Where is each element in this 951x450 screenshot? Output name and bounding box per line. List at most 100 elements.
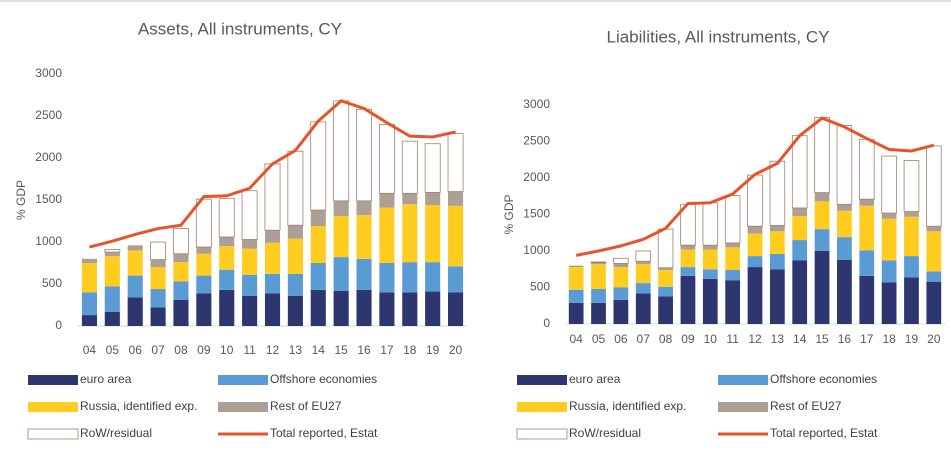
- bar-segment: [219, 246, 235, 270]
- legend-label: euro area: [569, 372, 621, 386]
- bar-segment: [635, 264, 651, 284]
- bar-segment: [173, 253, 189, 263]
- x-tick-label: 08: [174, 343, 188, 357]
- bar-segment: [590, 261, 607, 264]
- bar-segment: [724, 195, 741, 244]
- bar-segment: [402, 193, 418, 205]
- bar-segment: [241, 190, 258, 240]
- x-tick-label: 06: [129, 343, 143, 357]
- x-tick-label: 19: [426, 343, 440, 357]
- bar-segment: [127, 275, 143, 298]
- y-tick-label: 500: [42, 276, 62, 290]
- y-tick-label: 3000: [523, 97, 550, 111]
- bar-segment: [926, 145, 942, 227]
- bar-segment: [814, 251, 830, 324]
- bar-segment: [196, 275, 212, 294]
- bar-segment: [447, 133, 464, 192]
- bar-segment: [448, 292, 464, 326]
- bar-segment: [218, 197, 235, 238]
- bar-segment: [769, 269, 785, 324]
- bar-segment: [658, 267, 673, 270]
- bar-segment: [287, 238, 303, 274]
- bar-segment: [702, 278, 718, 324]
- bar-segment: [104, 256, 120, 287]
- legend-label: euro area: [80, 372, 132, 386]
- bar-segment: [792, 215, 808, 241]
- bar-segment: [150, 289, 166, 308]
- bar-segment: [658, 296, 673, 324]
- bar-segment: [356, 215, 372, 259]
- bar-segment: [81, 315, 97, 326]
- bar-segment: [333, 257, 349, 291]
- bar-segment: [219, 269, 235, 290]
- bar-segment: [402, 262, 418, 293]
- x-tick-label: 11: [726, 332, 739, 346]
- legend-label: Total reported, Estat: [270, 426, 378, 440]
- bar-segment: [725, 242, 741, 248]
- bar-segment: [837, 259, 852, 324]
- legend-swatch: [27, 428, 79, 440]
- legend-swatch: [718, 375, 768, 385]
- bar-segment: [104, 286, 120, 312]
- bar-segment: [356, 200, 372, 216]
- x-tick-label: 16: [357, 343, 371, 357]
- y-tick-label: 2500: [523, 134, 550, 148]
- bar-segment: [264, 293, 281, 326]
- bar-segment: [448, 205, 464, 267]
- bar-segment: [769, 160, 786, 226]
- legend-swatch: [517, 375, 567, 385]
- bar-segment: [881, 260, 897, 283]
- bar-segment: [702, 269, 718, 279]
- bar-segment: [333, 215, 349, 258]
- bar-segment: [613, 267, 629, 288]
- bar-segment: [926, 231, 942, 272]
- bar-segment: [903, 160, 920, 212]
- bar-segment: [81, 258, 97, 263]
- bar-segment: [264, 242, 281, 274]
- bar-segment: [591, 302, 606, 324]
- bar-segment: [425, 192, 441, 206]
- chart-title: Liabilities, All instruments, CY: [607, 27, 830, 46]
- bar-segment: [356, 289, 372, 326]
- bar-segment: [725, 280, 741, 324]
- x-tick-label: 11: [243, 343, 256, 357]
- bar-segment: [242, 295, 258, 326]
- bar-segment: [425, 291, 441, 326]
- bar-segment: [242, 239, 258, 249]
- bar-segment: [791, 135, 808, 209]
- legend-label: RoW/residual: [569, 426, 641, 440]
- bar-segment: [725, 247, 741, 270]
- bar-segment: [769, 253, 785, 270]
- y-tick-label: 1500: [523, 207, 550, 221]
- bar-segment: [837, 204, 852, 211]
- bar-segment: [814, 117, 830, 194]
- y-tick-label: 2000: [35, 150, 62, 164]
- bar-segment: [448, 191, 464, 206]
- x-tick-label: 20: [927, 332, 941, 346]
- bar-segment: [837, 210, 852, 238]
- bar-segment: [814, 229, 830, 251]
- bar-segment: [150, 259, 166, 268]
- x-tick-label: 09: [681, 332, 695, 346]
- bar-segment: [196, 293, 212, 326]
- bar-segment: [747, 256, 763, 268]
- legend-label: Rest of EU27: [270, 399, 342, 413]
- legend-swatch: [516, 428, 568, 440]
- x-tick-label: 06: [614, 332, 628, 346]
- bar-segment: [568, 267, 584, 290]
- x-tick-label: 07: [637, 332, 651, 346]
- bar-segment: [926, 226, 942, 232]
- x-tick-label: 17: [860, 332, 874, 346]
- bar-segment: [814, 192, 830, 202]
- bar-segment: [310, 289, 326, 326]
- bar-segment: [926, 281, 942, 324]
- bar-segment: [702, 249, 718, 270]
- x-tick-label: 08: [659, 332, 673, 346]
- bar-segment: [926, 271, 942, 282]
- bar-segment: [859, 205, 875, 251]
- bar-segment: [881, 155, 897, 214]
- bar-segment: [591, 264, 606, 289]
- y-tick-label: 500: [530, 280, 550, 294]
- bar-segment: [769, 231, 785, 254]
- x-tick-label: 15: [815, 332, 829, 346]
